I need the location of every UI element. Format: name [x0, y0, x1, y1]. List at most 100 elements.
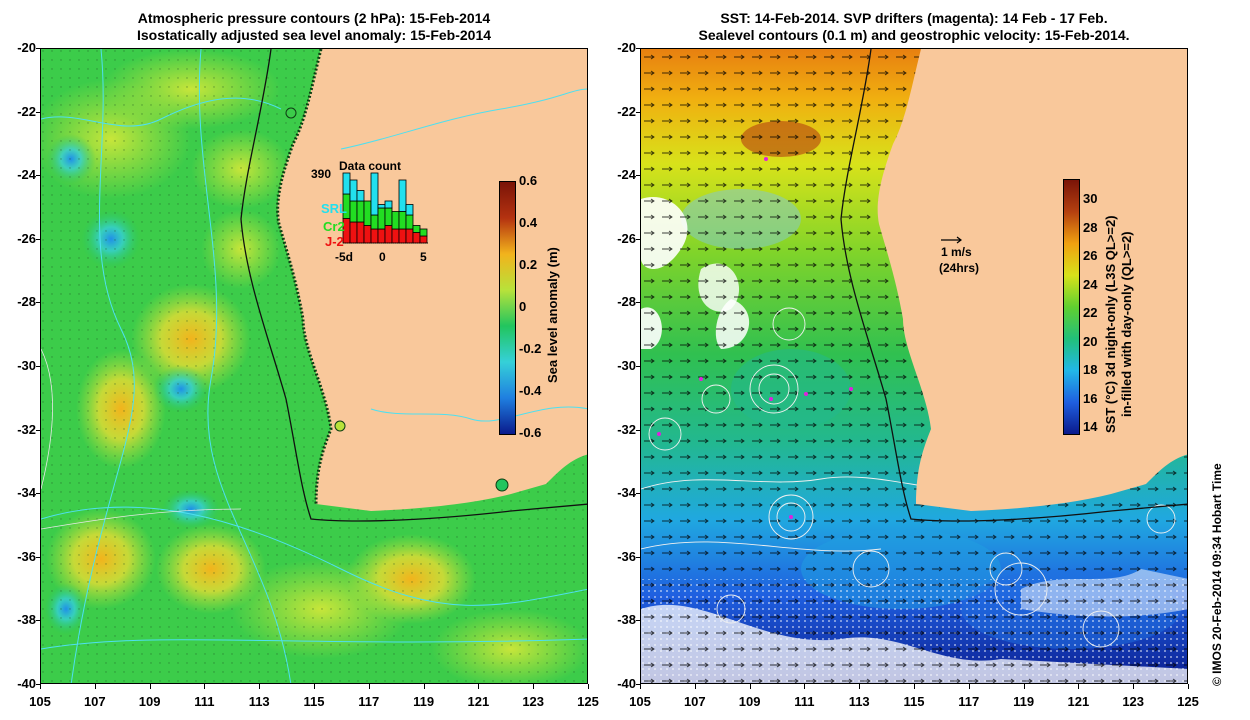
colorbar-tick-label: 0.4: [519, 215, 538, 230]
data-count-bar-j2: [377, 228, 386, 244]
x-axis-label: 107: [683, 694, 706, 709]
x-axis-label: 113: [848, 694, 870, 709]
inset-xtick: 5: [420, 250, 427, 263]
data-count-bar-srl: [342, 172, 351, 195]
shelf-break-contour: [240, 49, 587, 522]
x-axis-tick: [149, 684, 151, 689]
y-axis-tick: [36, 366, 40, 367]
colorbar-tick-label: 30: [1083, 191, 1098, 206]
x-axis-label: 115: [303, 694, 325, 709]
x-axis-tick: [694, 684, 696, 689]
x-axis-tick: [640, 684, 641, 689]
velocity-scale-label: 1 m/s: [941, 245, 972, 259]
tide-gauge-marker[interactable]: [285, 107, 297, 119]
x-axis-label: 105: [629, 694, 651, 709]
colorbar-tick-label: 16: [1083, 390, 1098, 406]
y-axis-tick: [636, 429, 640, 431]
right-title-line1: SST: 14-Feb-2014. SVP drifters (magenta)…: [720, 10, 1108, 26]
data-count-bar-cr2: [356, 200, 365, 223]
colorbar-tick-label: -0.2: [519, 341, 542, 356]
y-axis-tick: [36, 111, 40, 113]
data-count-max: 390: [311, 167, 331, 181]
data-count-chart: Data count 390 SRL Cr2 J-2 -5d 0 5: [311, 159, 429, 264]
y-axis-tick: [636, 238, 640, 240]
colorbar-tick-label: -0.4: [519, 383, 542, 398]
legend-j2: J-2: [325, 234, 344, 249]
tide-gauge-marker[interactable]: [334, 420, 346, 432]
y-axis-tick: [36, 429, 40, 431]
y-axis-tick: [36, 620, 40, 622]
x-axis-label: 123: [522, 694, 545, 709]
data-count-bar-j2: [391, 228, 400, 244]
left-map: Data count 390 SRL Cr2 J-2 -5d 0 5 0.6 0.…: [40, 48, 588, 684]
y-axis-tick: [36, 493, 40, 495]
y-axis-label: -22: [17, 103, 36, 119]
colorbar-tick-label: 18: [1083, 362, 1098, 377]
y-axis-tick: [636, 111, 640, 113]
sst-colorbar-label-line1: SST (°C) 3d night-only (L3S QL>=2): [1103, 215, 1118, 433]
svp-drifters: [657, 157, 853, 519]
data-count-bar-cr2: [412, 225, 421, 233]
inset-xtick: 0: [379, 250, 386, 263]
x-axis-tick: [749, 684, 751, 689]
data-count-bar-srl: [349, 179, 358, 202]
data-count-bar-cr2: [377, 207, 386, 230]
inset-xtick: -5d: [335, 250, 353, 263]
x-axis-tick: [968, 684, 970, 689]
pressure-contours: [41, 49, 587, 683]
y-axis-label: -22: [617, 103, 636, 119]
left-panel-title: Atmospheric pressure contours (2 hPa): 1…: [40, 10, 588, 44]
sla-colorbar: [499, 181, 516, 435]
x-axis-tick: [423, 684, 425, 689]
y-axis-label: -34: [617, 485, 636, 501]
y-axis-tick: [36, 175, 40, 177]
y-axis-tick: [636, 302, 640, 304]
x-axis-label: 117: [358, 694, 380, 709]
colorbar-tick-label: 0.6: [519, 173, 538, 188]
data-count-bar-srl: [356, 190, 365, 202]
y-axis-label: -30: [17, 358, 36, 373]
y-axis-label: -24: [17, 167, 36, 183]
colorbar-tick-label: 20: [1083, 333, 1098, 349]
colorbar-tick-label: 0.2: [519, 257, 538, 272]
y-axis-tick: [636, 366, 640, 367]
x-axis-label: 107: [83, 694, 106, 709]
shelf-break-contour: [840, 49, 1187, 522]
data-count-bars: [342, 172, 428, 244]
x-axis-label: 125: [577, 694, 599, 709]
x-axis-tick: [588, 684, 589, 689]
y-axis-tick: [36, 302, 40, 304]
x-axis-tick: [859, 684, 861, 689]
data-count-bar-cr2: [349, 200, 358, 223]
x-axis-tick: [804, 684, 806, 689]
x-axis-label: 115: [903, 694, 925, 709]
data-count-bar-j2: [356, 221, 365, 244]
y-axis-label: -20: [617, 40, 636, 55]
colorbar-tick-label: 22: [1083, 305, 1098, 320]
x-axis-label: 109: [138, 694, 161, 709]
x-axis-tick: [94, 684, 96, 689]
y-axis-label: -26: [17, 230, 36, 246]
y-axis-label: -24: [617, 167, 636, 183]
y-axis-tick: [36, 684, 40, 685]
x-axis-tick: [259, 684, 261, 689]
data-count-bar-j2: [370, 228, 379, 244]
right-panel-title: SST: 14-Feb-2014. SVP drifters (magenta)…: [640, 10, 1188, 44]
x-axis-tick: [1188, 684, 1189, 689]
coastal-altimetry-track: [276, 49, 333, 505]
x-axis-label: 119: [413, 694, 435, 709]
data-count-bar-j2: [419, 235, 428, 244]
x-axis-label: 109: [738, 694, 761, 709]
data-count-bar-srl: [384, 200, 393, 209]
y-axis-label: -32: [17, 421, 36, 437]
tide-gauge-marker[interactable]: [495, 478, 509, 492]
data-count-bar-srl: [398, 179, 407, 212]
left-title-line1: Atmospheric pressure contours (2 hPa): 1…: [137, 10, 491, 26]
velocity-scale-sublabel: (24hrs): [939, 261, 979, 275]
y-axis-tick: [636, 493, 640, 495]
x-axis-label: 117: [958, 694, 980, 709]
data-count-bar-j2: [384, 225, 393, 244]
x-axis-label: 123: [1122, 694, 1145, 709]
data-count-bar-cr2: [363, 200, 372, 226]
colorbar-tick-label: 28: [1083, 219, 1098, 235]
